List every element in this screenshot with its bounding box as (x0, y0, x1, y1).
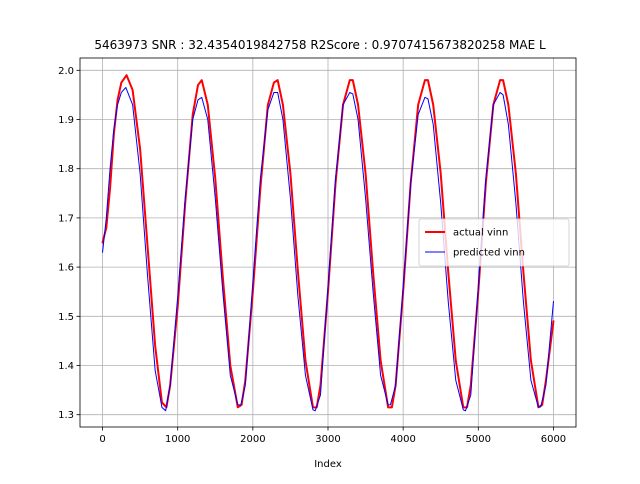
legend-label-0: actual vinn (453, 228, 508, 239)
x-tick-label-1: 1000 (165, 434, 190, 445)
x-tick-label-4: 4000 (390, 434, 415, 445)
y-tick-label-7: 2.0 (58, 66, 74, 77)
x-tick-label-6: 6000 (541, 434, 566, 445)
y-tick-label-1: 1.4 (58, 361, 74, 372)
x-tick-label-2: 2000 (240, 434, 265, 445)
y-tick-label-3: 1.6 (58, 263, 74, 274)
y-tick-label-5: 1.8 (58, 164, 74, 175)
legend-box (418, 218, 570, 267)
x-tick-label-3: 3000 (315, 434, 340, 445)
x-tick-label-0: 0 (99, 434, 105, 445)
x-axis-title: Index (314, 459, 342, 470)
chart-title: 5463973 SNR : 32.4354019842758 R2Score :… (94, 38, 546, 52)
y-tick-label-4: 1.7 (58, 213, 74, 224)
y-tick-label-0: 1.3 (58, 410, 74, 421)
y-tick-label-2: 1.5 (58, 312, 74, 323)
plot-area: 0 1000 2000 3000 4000 5000 6000 1.3 1.4 1.5 1.6 1.7… (58, 57, 577, 445)
x-tick-label-5: 5000 (466, 434, 491, 445)
series-line-1 (102, 87, 554, 412)
legend-label-1: predicted vinn (453, 248, 525, 259)
legend: actual vinn predicted vinn (418, 218, 570, 267)
y-tick-label-6: 1.9 (58, 115, 74, 126)
